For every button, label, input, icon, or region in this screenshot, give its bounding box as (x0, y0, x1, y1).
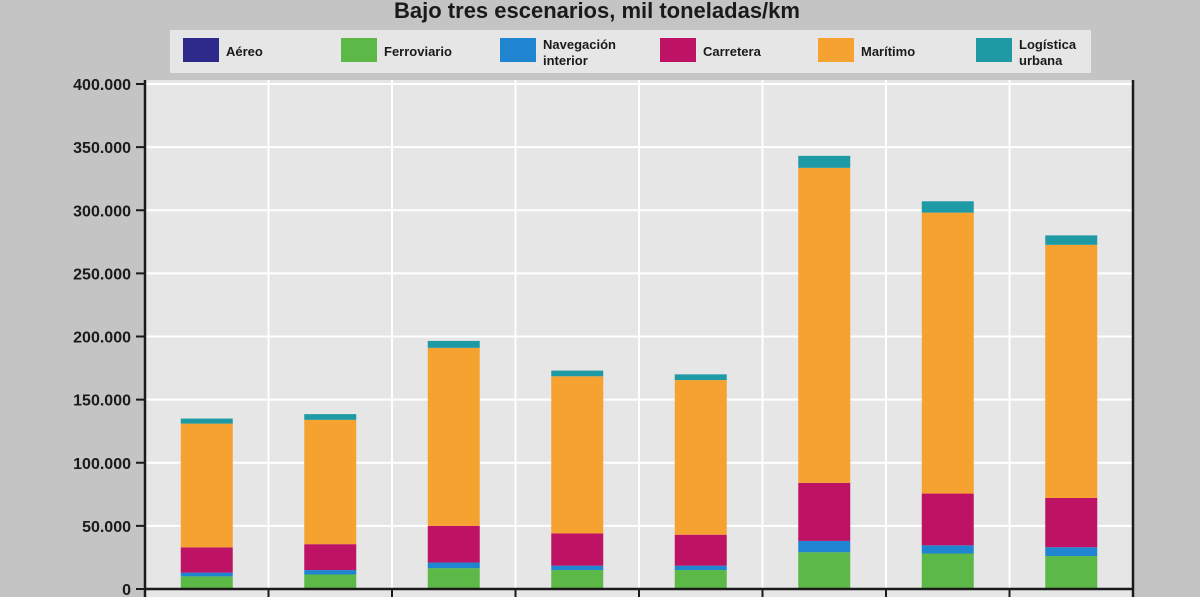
bar-segment-ferroviario (921, 553, 974, 589)
bar-segment-ferroviario (427, 568, 480, 589)
bar-segment-maritimo (921, 212, 974, 494)
bar-segment-carretera (674, 534, 727, 566)
bar-segment-navegacion-interior (551, 565, 604, 571)
bar-segment-logistica-urbana (551, 370, 604, 377)
legend-item-maritimo: Marítimo (818, 38, 915, 62)
legend-label: urbana (1019, 53, 1063, 68)
bar-segment-ferroviario (304, 574, 357, 589)
bar-segment-navegacion-interior (921, 545, 974, 554)
bar-segment-navegacion-interior (427, 562, 480, 569)
legend-swatch (976, 38, 1012, 62)
bar-segment-carretera (551, 533, 604, 566)
bar-segment-carretera (1045, 497, 1098, 548)
legend-box (170, 30, 1091, 73)
bar-segment-navegacion-interior (304, 570, 357, 575)
y-tick-label: 150.000 (73, 393, 131, 410)
bar-segment-carretera (921, 493, 974, 546)
bar-segment-maritimo (551, 376, 604, 534)
bar-segment-navegacion-interior (180, 572, 233, 577)
bar-segment-logistica-urbana (304, 414, 357, 420)
legend-item-carretera: Carretera (660, 38, 762, 62)
legend-label: interior (543, 53, 588, 68)
bar-segment-logistica-urbana (921, 201, 974, 213)
legend-label: Ferroviario (384, 44, 452, 59)
bar-segment-logistica-urbana (1045, 235, 1098, 245)
bar-segment-logistica-urbana (427, 340, 480, 348)
bar-segment-ferroviario (674, 570, 727, 589)
bar-segment-maritimo (674, 380, 727, 535)
bar-segment-carretera (180, 547, 233, 573)
bar-segment-carretera (798, 482, 851, 541)
bar-segment-logistica-urbana (798, 155, 851, 168)
chart-title: Bajo tres escenarios, mil toneladas/km (394, 0, 800, 23)
bar-segment-logistica-urbana (180, 418, 233, 424)
bar-segment-logistica-urbana (674, 374, 727, 381)
bar-segment-ferroviario (180, 576, 233, 589)
y-tick-label: 350.000 (73, 140, 131, 157)
bar-segment-navegacion-interior (1045, 547, 1098, 557)
y-tick-label: 250.000 (73, 266, 131, 283)
legend-label: Logística (1019, 37, 1077, 52)
y-tick-label: 0 (122, 582, 131, 597)
legend-swatch (183, 38, 219, 62)
legend-label: Marítimo (861, 44, 915, 59)
legend-swatch (818, 38, 854, 62)
legend-label: Navegación (543, 37, 616, 52)
bar-segment-ferroviario (1045, 556, 1098, 589)
bar-segment-maritimo (798, 167, 851, 483)
bar-segment-maritimo (304, 419, 357, 545)
bar-segment-navegacion-interior (798, 540, 851, 553)
legend-label: Aéreo (226, 44, 263, 59)
y-tick-label: 400.000 (73, 77, 131, 94)
bar-segment-maritimo (427, 347, 480, 526)
legend-item-ferroviario: Ferroviario (341, 38, 452, 62)
bar-segment-maritimo (180, 423, 233, 548)
bar-segment-carretera (304, 544, 357, 571)
y-tick-label: 200.000 (73, 330, 131, 347)
legend-swatch (660, 38, 696, 62)
y-tick-label: 300.000 (73, 203, 131, 220)
y-tick-label: 100.000 (73, 456, 131, 473)
legend-item-aereo: Aéreo (183, 38, 263, 62)
bar-segment-ferroviario (798, 552, 851, 589)
legend-swatch (341, 38, 377, 62)
bar-segment-maritimo (1045, 244, 1098, 498)
bar-segment-ferroviario (551, 570, 604, 589)
legend-swatch (500, 38, 536, 62)
legend-label: Carretera (703, 44, 762, 59)
plot-area: 0 50.000 100.000 150.000 200.000 250.000 300.0… (73, 77, 1135, 597)
y-tick-label: 50.000 (82, 519, 131, 536)
bar-segment-carretera (427, 525, 480, 563)
bar-segment-navegacion-interior (674, 565, 727, 571)
